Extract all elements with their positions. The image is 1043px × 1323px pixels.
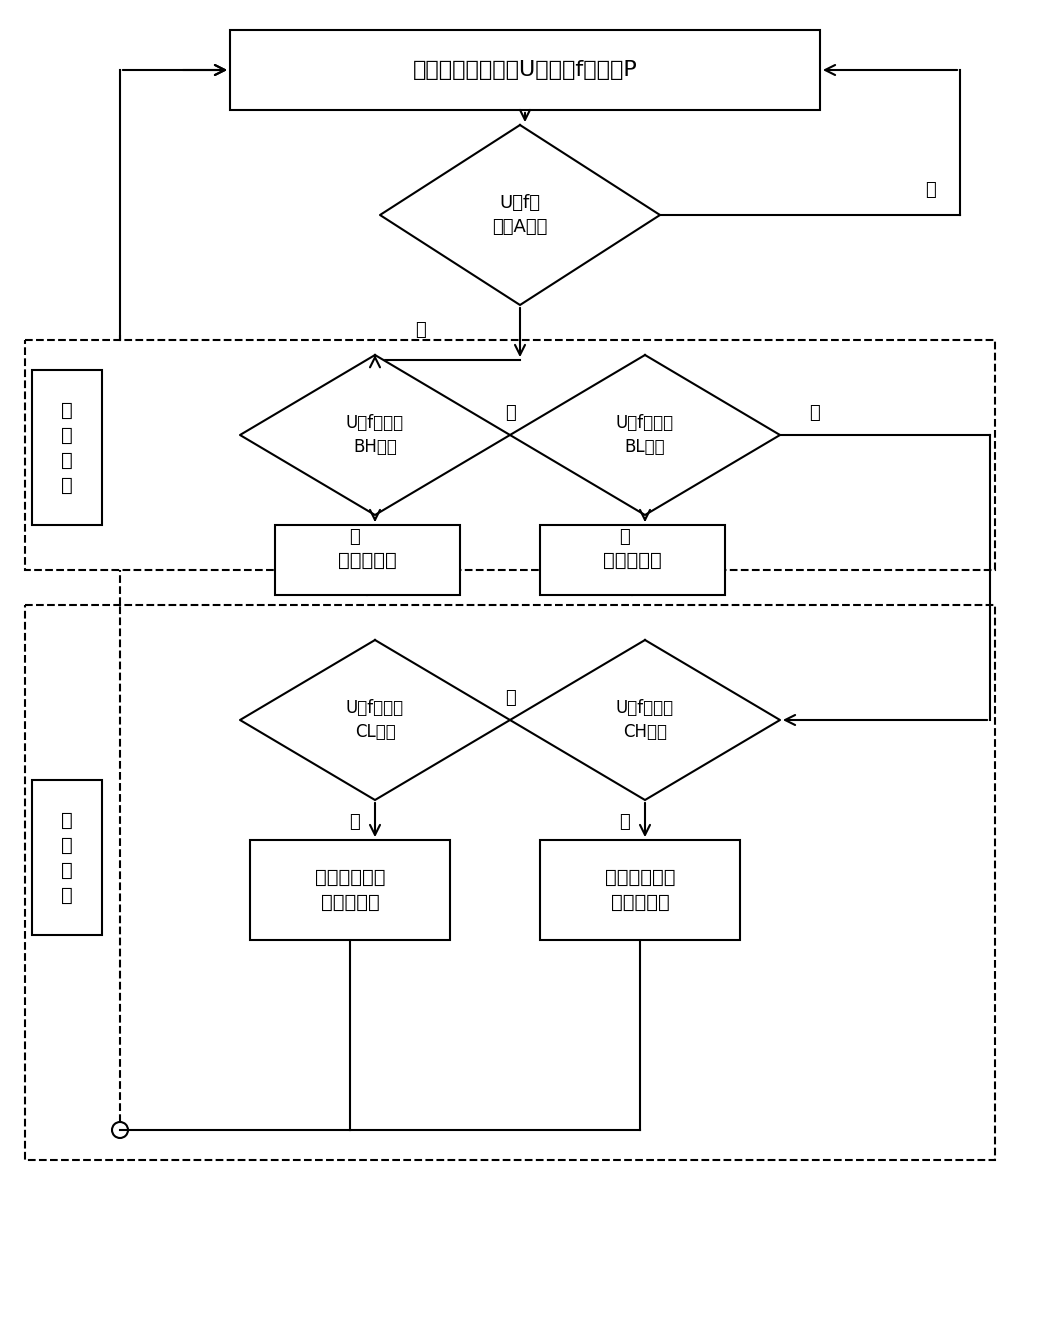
Polygon shape — [240, 355, 510, 515]
Text: 是: 是 — [620, 528, 630, 546]
Bar — [32, 781, 102, 935]
Text: 是: 是 — [349, 528, 361, 546]
Text: 否: 否 — [809, 404, 821, 422]
Text: 否: 否 — [505, 404, 515, 422]
Bar — [540, 525, 725, 595]
Text: 否: 否 — [505, 689, 515, 706]
Polygon shape — [510, 355, 780, 515]
Bar — [275, 525, 460, 595]
Text: 蓄电池充电: 蓄电池充电 — [338, 550, 397, 569]
Text: 是: 是 — [925, 181, 936, 198]
Text: U、f是否在
CH区域: U、f是否在 CH区域 — [616, 699, 674, 741]
Text: 二
次
调
节: 二 次 调 节 — [62, 811, 73, 905]
Bar — [25, 340, 995, 570]
Bar — [32, 370, 102, 525]
Text: U、f是
否在A区域: U、f是 否在A区域 — [492, 194, 548, 235]
Text: 是: 是 — [349, 814, 361, 831]
Text: 采集微网母线电压U、频率f和功率P: 采集微网母线电压U、频率f和功率P — [413, 60, 637, 79]
Text: 蓄电池放电: 蓄电池放电 — [603, 550, 662, 569]
Text: U、f是否在
CL区域: U、f是否在 CL区域 — [346, 699, 404, 741]
Text: 柴油发电机增
加功率输出: 柴油发电机增 加功率输出 — [315, 868, 385, 912]
Text: 是: 是 — [620, 814, 630, 831]
Bar — [250, 840, 450, 941]
Text: 否: 否 — [415, 321, 426, 339]
Bar — [231, 30, 820, 110]
Text: 柴油发电机减
少功率输出: 柴油发电机减 少功率输出 — [605, 868, 675, 912]
Bar — [25, 605, 995, 1160]
Polygon shape — [510, 640, 780, 800]
Text: U、f是否在
BH区域: U、f是否在 BH区域 — [346, 414, 404, 456]
Polygon shape — [380, 124, 660, 306]
Polygon shape — [240, 640, 510, 800]
Text: 一
次
调
节: 一 次 调 节 — [62, 401, 73, 495]
Bar — [540, 840, 739, 941]
Text: U、f是否在
BL区域: U、f是否在 BL区域 — [616, 414, 674, 456]
